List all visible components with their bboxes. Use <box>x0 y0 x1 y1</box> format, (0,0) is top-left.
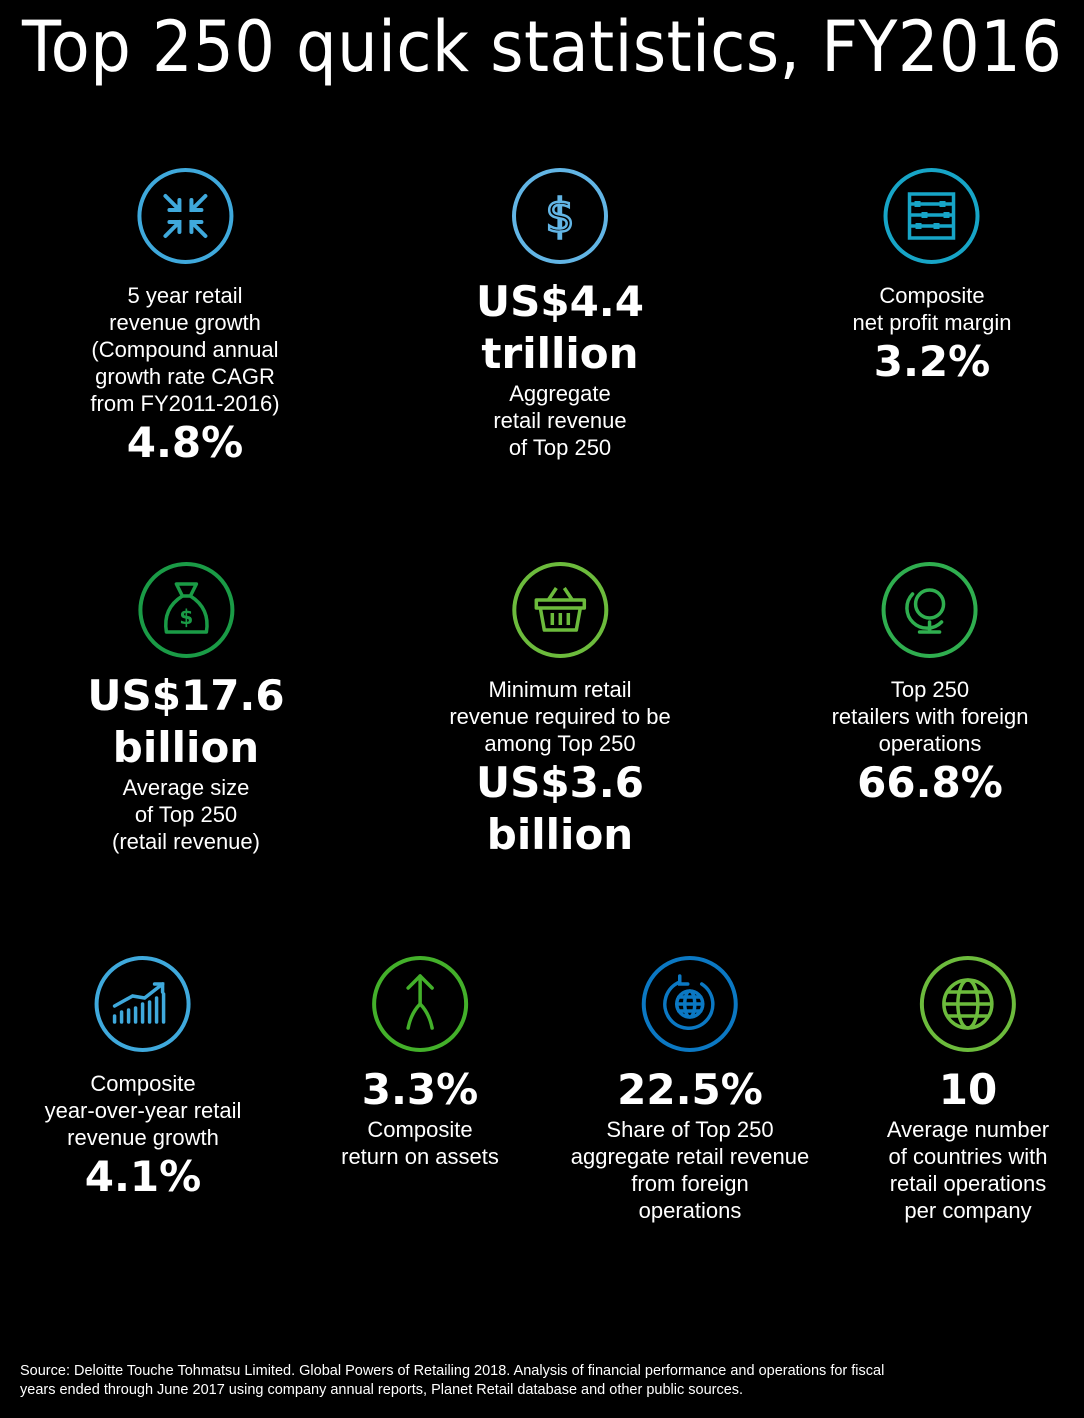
stat-foreign-share: 22.5% Share of Top 250 aggregate retail … <box>570 954 810 1224</box>
stat-label-line: retail operations <box>889 1171 1047 1196</box>
stat-label-line: operations <box>638 1198 742 1223</box>
stat-value: trillion <box>481 329 639 378</box>
stat-label-line: year-over-year retail <box>44 1098 242 1123</box>
abacus-icon <box>884 168 980 264</box>
compress-arrows-icon <box>136 168 233 264</box>
stat-label-line: Minimum retail <box>488 677 632 702</box>
stat-label-line: Composite <box>90 1071 196 1096</box>
stat-value: 3.3% <box>361 1065 479 1114</box>
stat-value: 22.5% <box>617 1065 763 1114</box>
stat-label-line: retailers with foreign <box>831 704 1029 729</box>
source-line: years ended through June 2017 using comp… <box>20 1382 744 1398</box>
stat-minimum: Minimum retail revenue required to be am… <box>449 560 671 861</box>
stat-label-line: Aggregate <box>509 381 611 406</box>
stat-value: US$4.4 <box>476 277 644 326</box>
stat-label-line: (Compound annual <box>91 337 279 362</box>
stat-label-line: of countries with <box>888 1144 1048 1169</box>
stat-label-line: aggregate retail revenue <box>570 1144 810 1169</box>
source-line: Source: Deloitte Touche Tohmatsu Limited… <box>20 1363 885 1379</box>
stat-countries: 10 Average number of countries with reta… <box>887 954 1049 1224</box>
stat-label-line: growth rate CAGR <box>95 364 275 389</box>
stat-yoy: Composite year-over-year retail revenue … <box>44 954 242 1203</box>
stat-value: US$17.6 <box>87 671 285 720</box>
page-title: Top 250 quick statistics, FY2016 <box>22 6 1063 88</box>
svg-text:$: $ <box>545 189 574 243</box>
stat-value: 3.2% <box>873 337 991 386</box>
growth-chart-icon <box>95 956 191 1052</box>
stat-value: billion <box>486 810 634 859</box>
stat-value: 66.8% <box>857 758 1003 807</box>
rotating-globe-icon <box>642 956 738 1052</box>
desk-globe-icon <box>882 562 978 658</box>
source-note: Source: Deloitte Touche Tohmatsu Limited… <box>20 1362 1070 1400</box>
stat-value: billion <box>112 723 260 772</box>
stat-label-line: from foreign <box>631 1171 749 1196</box>
stat-label-line: Average number <box>886 1117 1050 1142</box>
stat-value: 10 <box>938 1065 998 1114</box>
stat-label-line: 5 year retail <box>127 283 243 308</box>
stat-label-line: revenue growth <box>67 1125 219 1150</box>
stat-label-line: of Top 250 <box>134 802 238 827</box>
stat-label-line: per company <box>904 1198 1032 1223</box>
stat-label-line: among Top 250 <box>484 731 636 756</box>
stat-value: 4.8% <box>126 418 244 467</box>
split-arrow-icon <box>372 956 468 1052</box>
stat-label-line: retail revenue <box>493 408 627 433</box>
stat-label-line: net profit margin <box>852 310 1012 335</box>
stat-label-line: Composite <box>879 283 985 308</box>
stat-label-line: operations <box>878 731 982 756</box>
stat-label-line: of Top 250 <box>508 435 612 460</box>
stat-label-line: from FY2011-2016) <box>90 391 280 416</box>
basket-icon <box>512 562 608 658</box>
stat-label-line: Average size <box>122 775 250 800</box>
stat-value: US$3.6 <box>476 758 644 807</box>
stat-margin: Composite net profit margin 3.2% <box>852 166 1012 388</box>
stat-avg-size: $ US$17.6 billion Average size of Top 25… <box>87 560 285 855</box>
stat-foreign-ops: Top 250 retailers with foreign operation… <box>831 560 1029 809</box>
stat-label-line: (retail revenue) <box>112 829 260 854</box>
stat-aggregate: $ US$4.4 trillion Aggregate retail reven… <box>476 166 644 461</box>
stat-label-line: revenue growth <box>109 310 261 335</box>
stat-label-line: Composite <box>367 1117 473 1142</box>
stat-label-line: Top 250 <box>890 677 970 702</box>
stat-label-line: return on assets <box>341 1144 499 1169</box>
stat-label-line: Share of Top 250 <box>606 1117 774 1142</box>
dollar-icon: $ <box>511 168 608 264</box>
stat-roa: 3.3% Composite return on assets <box>341 954 499 1170</box>
stat-cagr: 5 year retail revenue growth (Compound a… <box>90 166 280 469</box>
money-bag-icon: $ <box>137 562 234 658</box>
globe-icon <box>920 956 1016 1052</box>
stat-label-line: revenue required to be <box>449 704 671 729</box>
stat-value: 4.1% <box>84 1152 202 1201</box>
svg-text:$: $ <box>179 605 193 629</box>
